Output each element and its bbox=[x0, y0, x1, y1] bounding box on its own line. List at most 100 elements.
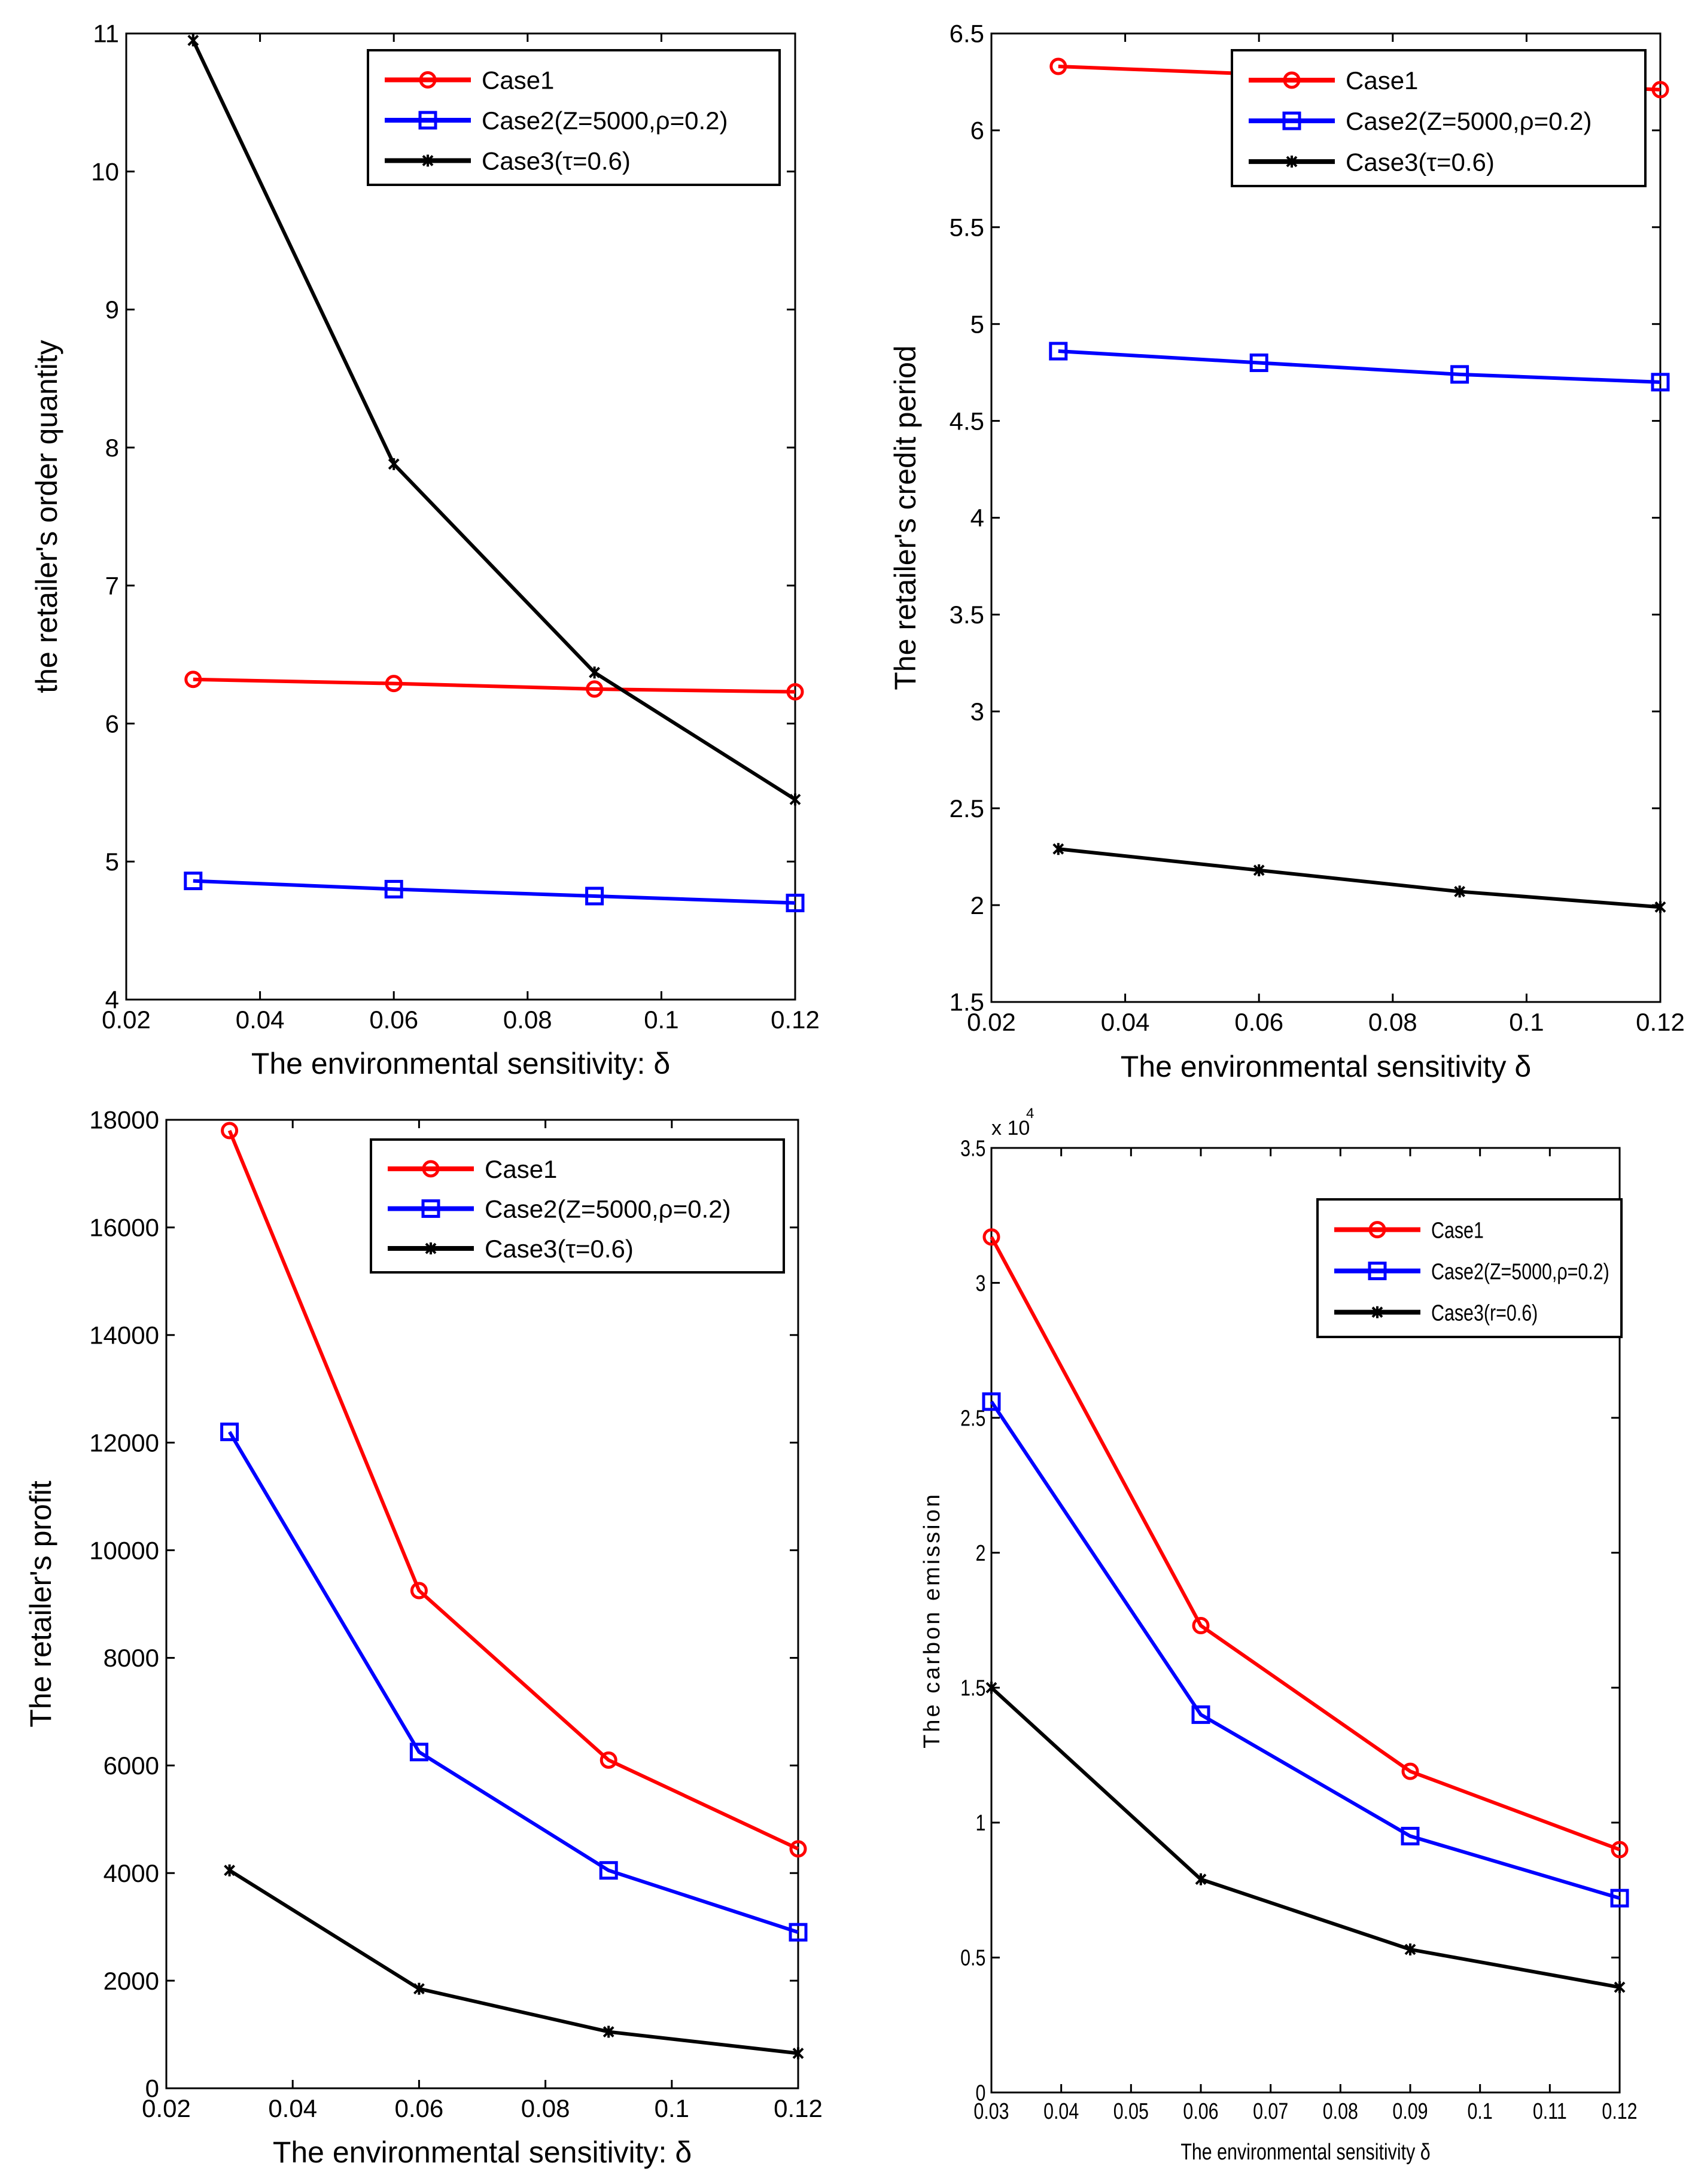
y-tick-label: 5 bbox=[970, 310, 984, 338]
y-tick-label: 6 bbox=[105, 709, 119, 738]
circle-marker bbox=[1401, 1762, 1419, 1780]
circle-marker bbox=[600, 1751, 617, 1769]
y-tick-label: 1.5 bbox=[950, 988, 984, 1016]
y-tick-label: 4 bbox=[105, 986, 119, 1014]
y-tick-label: 3.5 bbox=[950, 601, 984, 629]
legend: Case1 Case2(Z=5000,ρ=0.2) Case3(τ=0.6) bbox=[370, 1138, 785, 1274]
circle-marker bbox=[221, 1122, 239, 1140]
y-multiplier-exponent: 4 bbox=[1026, 1105, 1034, 1122]
series-line bbox=[990, 1400, 1620, 1900]
legend-item: Case1 bbox=[1249, 66, 1418, 95]
square-marker bbox=[421, 1199, 440, 1218]
x-tick-label: 0.08 bbox=[1368, 1008, 1417, 1036]
star-marker bbox=[1614, 1981, 1626, 1994]
y-tick-label: 8 bbox=[105, 434, 119, 462]
legend-item: Case2(Z=5000,ρ=0.2) bbox=[1334, 1259, 1609, 1284]
star-marker bbox=[589, 666, 601, 679]
square-marker bbox=[1191, 1705, 1210, 1724]
circle-marker bbox=[1651, 81, 1669, 99]
x-tick-label: 0.09 bbox=[1392, 2099, 1428, 2124]
legend-label: Case3(τ=0.6) bbox=[485, 1235, 634, 1263]
axes-box bbox=[165, 1119, 799, 2089]
x-tick-label: 0.02 bbox=[102, 1006, 151, 1034]
y-tick-label: 3.5 bbox=[960, 1136, 985, 1161]
x-tick-label: 0.11 bbox=[1533, 2099, 1567, 2124]
legend-label: Case2(Z=5000,ρ=0.2) bbox=[1346, 107, 1592, 135]
axes-box bbox=[990, 32, 1662, 1003]
y-tick-label: 10 bbox=[91, 157, 119, 185]
circle-marker bbox=[1368, 1221, 1386, 1239]
series-line bbox=[990, 1686, 1620, 1990]
legend: Case1 Case2(Z=5000,ρ=0.2) Case3(r=0.6) bbox=[1316, 1198, 1623, 1338]
legend: Case1 Case2(Z=5000,ρ=0.2) Case3(τ=0.6) bbox=[1231, 49, 1647, 187]
y-tick-label: 2 bbox=[970, 891, 984, 919]
x-tick-label: 0.08 bbox=[521, 2094, 570, 2122]
legend-label: Case1 bbox=[485, 1155, 557, 1183]
legend-item: Case2(Z=5000,ρ=0.2) bbox=[385, 106, 728, 135]
square-marker bbox=[982, 1392, 1001, 1411]
y-axis-label: The carbon emission bbox=[920, 1492, 945, 1749]
x-tick-label: 0.1 bbox=[1468, 2099, 1493, 2124]
y-axis-label: The retailer's profit bbox=[24, 1481, 57, 1728]
star-marker bbox=[1052, 843, 1064, 855]
series-line bbox=[228, 1431, 799, 1935]
square-marker bbox=[789, 1923, 808, 1942]
x-tick-label: 0.06 bbox=[369, 1006, 418, 1034]
x-axis-label: The environmental sensitivity: δ bbox=[273, 2136, 692, 2169]
x-tick-label: 0.1 bbox=[1509, 1008, 1544, 1036]
legend: Case1 Case2(Z=5000,ρ=0.2) Case3(τ=0.6) bbox=[367, 49, 781, 186]
star-marker bbox=[1286, 156, 1298, 168]
circle-marker bbox=[419, 71, 437, 89]
y-tick-label: 0.5 bbox=[960, 1946, 985, 1971]
legend-item: Case3(r=0.6) bbox=[1334, 1300, 1538, 1326]
star-marker bbox=[985, 1682, 997, 1694]
x-tick-label: 0.04 bbox=[268, 2094, 317, 2122]
x-axis-label: The environmental sensitivity δ bbox=[1121, 1050, 1531, 1083]
legend-item: Case2(Z=5000,ρ=0.2) bbox=[1249, 107, 1592, 135]
series-case1 bbox=[982, 1228, 1629, 1859]
star-marker bbox=[1253, 864, 1265, 876]
x-axis-label: The environmental sensitivity: δ bbox=[251, 1047, 670, 1080]
x-tick-label: 0.1 bbox=[644, 1006, 678, 1034]
x-tick-label: 0.12 bbox=[1636, 1008, 1685, 1036]
x-tick-label: 0.1 bbox=[655, 2094, 689, 2122]
circle-marker bbox=[422, 1160, 440, 1178]
square-marker bbox=[1368, 1262, 1387, 1281]
y-tick-label: 6 bbox=[970, 117, 984, 145]
y-tick-label: 1.5 bbox=[960, 1676, 985, 1701]
legend-label: Case2(Z=5000,ρ=0.2) bbox=[1431, 1259, 1609, 1284]
legend-label: Case3(r=0.6) bbox=[1431, 1300, 1538, 1326]
y-tick-label: 0 bbox=[975, 2081, 985, 2106]
y-tick-label: 5.5 bbox=[950, 214, 984, 242]
chart-4: 0.03 0.04 0.05 0.06 0.07 0.08 0.09 0.1 0.11 0.12 0… bbox=[920, 1105, 1638, 2165]
circle-marker bbox=[786, 683, 804, 701]
square-marker bbox=[1450, 365, 1469, 384]
circle-marker bbox=[184, 671, 202, 689]
legend-label: Case1 bbox=[482, 66, 554, 95]
x-axis-label: The environmental sensitivity δ bbox=[1180, 2140, 1430, 2165]
x-tick-label: 0.03 bbox=[973, 2099, 1009, 2124]
y-multiplier-label: x 10 bbox=[991, 1117, 1030, 1140]
y-tick-label: 2.5 bbox=[960, 1406, 985, 1431]
y-tick-label: 2.5 bbox=[950, 794, 984, 823]
y-tick-label: 0 bbox=[145, 2075, 159, 2103]
x-tick-label: 0.12 bbox=[774, 2094, 823, 2122]
series-case2 bbox=[982, 1392, 1629, 1908]
star-marker bbox=[1371, 1306, 1383, 1318]
square-marker bbox=[1282, 111, 1301, 130]
square-marker bbox=[1049, 342, 1068, 361]
y-tick-label: 14000 bbox=[89, 1321, 159, 1349]
x-tick-label: 0.04 bbox=[236, 1006, 285, 1034]
legend-label: Case3(τ=0.6) bbox=[482, 147, 631, 175]
circle-marker bbox=[1192, 1617, 1210, 1635]
star-marker bbox=[388, 458, 400, 470]
y-tick-label: 12000 bbox=[89, 1428, 159, 1457]
y-tick-label: 9 bbox=[105, 296, 119, 324]
series-line bbox=[193, 677, 796, 694]
square-marker bbox=[1401, 1826, 1420, 1845]
y-tick-label: 7 bbox=[105, 572, 119, 600]
square-marker bbox=[1651, 373, 1670, 392]
legend-item: Case1 bbox=[1334, 1218, 1484, 1243]
y-tick-label: 1 bbox=[975, 1811, 985, 1836]
series-line bbox=[191, 39, 796, 801]
